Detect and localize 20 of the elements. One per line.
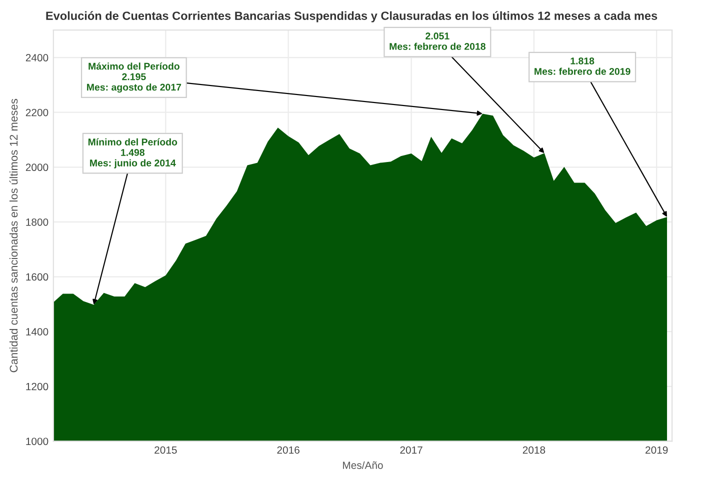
annotation: Mínimo del Período 1.498 Mes: junio de 2014 [88, 138, 178, 168]
y-tick-label: 1200 [26, 382, 48, 390]
chart-title: Evolución de Cuentas Corrientes Bancarias Suspendidas y Clausuradas en los últimos 12 meses a cada mes [46, 11, 658, 22]
x-tick-label: 2016 [277, 446, 300, 454]
annotation: 1.818 Mes: febrero de 2019 [534, 58, 630, 75]
x-axis-title: Mes/Año [343, 461, 383, 469]
x-tick-label: 2018 [522, 446, 546, 454]
y-tick-label: 1600 [26, 273, 48, 281]
y-tick-label: 1000 [26, 438, 48, 446]
x-tick-label: 2019 [646, 446, 668, 454]
y-tick-label: 1400 [26, 328, 48, 336]
y-tick-label: 2400 [26, 54, 48, 62]
x-tick-label: 2017 [400, 446, 422, 454]
annotation: 2.051 Mes: febrero de 2018 [390, 32, 486, 50]
annotation: Máximo del Período 2.195 Mes: agosto de 2017 [87, 62, 182, 93]
x-tick-label: 2015 [154, 446, 177, 454]
y-axis-title: Cantidad cuentas sancionadas en los últimos 12 meses [9, 98, 18, 372]
y-tick-label: 1800 [26, 218, 48, 226]
y-tick-label: 2200 [26, 108, 48, 116]
y-tick-label: 2000 [26, 164, 48, 172]
